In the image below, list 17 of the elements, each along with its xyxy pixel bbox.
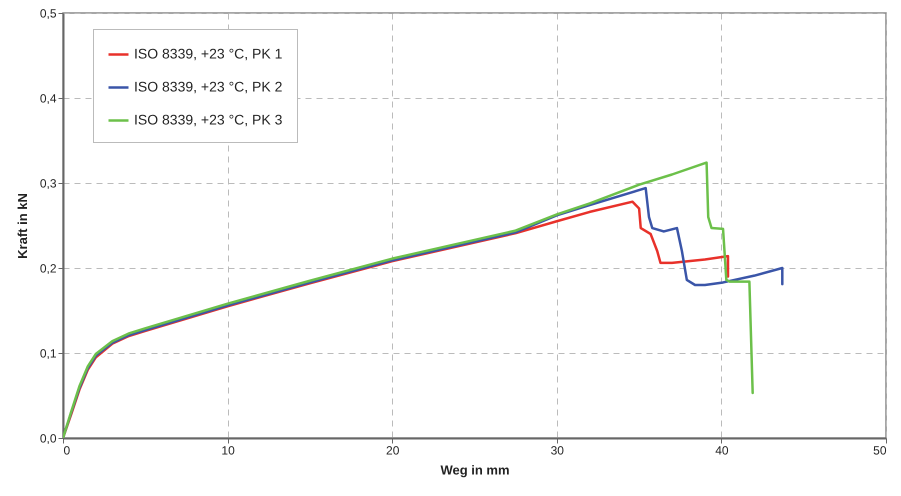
y-axis-title: Kraft in kN	[14, 193, 30, 259]
x-tick-label: 50	[873, 444, 887, 458]
x-tick-label: 30	[550, 444, 564, 458]
y-tick-label: 0,5	[40, 6, 57, 20]
legend-label: ISO 8339, +23 °C, PK 1	[134, 46, 283, 62]
y-tick-label: 0,0	[40, 432, 57, 446]
x-tick-label: 10	[221, 444, 236, 458]
y-tick-label: 0,2	[40, 262, 57, 276]
x-axis-title: Weg in mm	[440, 462, 510, 478]
y-tick-label: 0,3	[40, 176, 57, 190]
y-tick-label: 0,4	[40, 92, 57, 106]
x-tick-label: 0	[64, 444, 70, 458]
legend-label: ISO 8339, +23 °C, PK 3	[134, 112, 283, 128]
x-tick-label: 40	[715, 444, 729, 458]
y-tick-label: 0,1	[40, 346, 57, 360]
x-tick-label: 20	[386, 444, 400, 458]
legend-label: ISO 8339, +23 °C, PK 2	[134, 78, 283, 94]
